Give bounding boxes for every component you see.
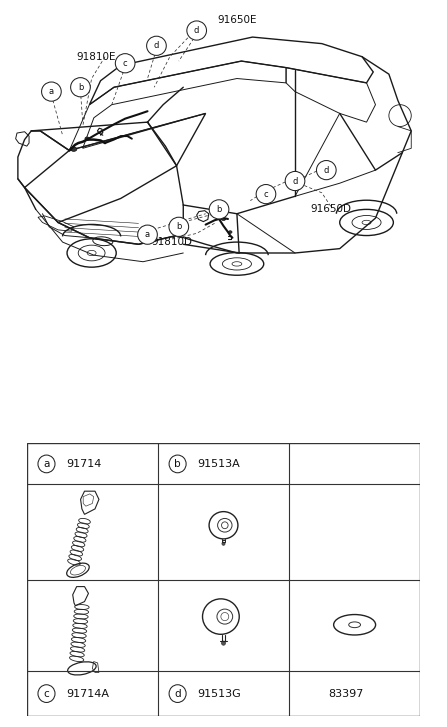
Circle shape (115, 54, 135, 73)
Text: c: c (264, 190, 268, 198)
Ellipse shape (221, 217, 226, 220)
Text: 91650E: 91650E (217, 15, 257, 25)
Circle shape (222, 641, 225, 646)
Circle shape (169, 685, 186, 702)
Text: 91650D: 91650D (310, 204, 351, 214)
Circle shape (138, 225, 157, 244)
Text: 83397: 83397 (329, 688, 364, 699)
Text: d: d (154, 41, 159, 50)
Text: d: d (174, 688, 181, 699)
Circle shape (187, 21, 207, 40)
Text: b: b (78, 83, 83, 92)
Text: b: b (176, 222, 181, 231)
Text: 91513G: 91513G (197, 688, 241, 699)
Text: 91810D: 91810D (152, 237, 193, 247)
Circle shape (256, 185, 276, 204)
Ellipse shape (228, 230, 232, 233)
Circle shape (221, 612, 229, 621)
Text: 91714A: 91714A (66, 688, 109, 699)
Text: 91513A: 91513A (197, 459, 240, 469)
Text: a: a (43, 459, 50, 469)
Circle shape (38, 685, 55, 702)
Circle shape (209, 200, 229, 219)
Text: d: d (292, 177, 298, 185)
Circle shape (316, 161, 336, 180)
Text: c: c (44, 688, 49, 699)
Ellipse shape (85, 137, 89, 140)
Text: b: b (174, 459, 181, 469)
Circle shape (169, 455, 186, 473)
Text: 91714: 91714 (66, 459, 101, 469)
Circle shape (222, 542, 225, 545)
Ellipse shape (71, 147, 77, 151)
Text: a: a (49, 87, 54, 96)
Text: b: b (216, 205, 222, 214)
Text: 91810E: 91810E (76, 52, 116, 62)
Circle shape (42, 82, 61, 101)
Circle shape (169, 217, 189, 236)
Text: c: c (123, 59, 127, 68)
Text: d: d (194, 26, 199, 35)
Text: d: d (324, 166, 329, 174)
Circle shape (71, 78, 90, 97)
Circle shape (147, 36, 166, 55)
Text: a: a (145, 230, 150, 239)
Circle shape (222, 522, 228, 529)
Circle shape (38, 455, 55, 473)
Circle shape (285, 172, 305, 190)
